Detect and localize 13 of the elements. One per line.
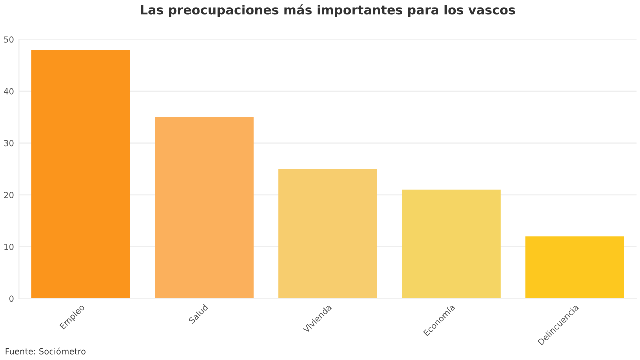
bar bbox=[278, 169, 378, 299]
bar bbox=[526, 236, 624, 299]
y-tick-label: 50 bbox=[4, 36, 14, 43]
y-tick-label: 0 bbox=[10, 296, 14, 302]
chart-title: Las preocupaciones más importantes para los vascos bbox=[141, 4, 516, 18]
y-tick-label: 20 bbox=[4, 192, 14, 198]
bar bbox=[32, 50, 130, 299]
bar bbox=[155, 117, 254, 299]
y-tick-label: 10 bbox=[4, 244, 14, 250]
y-tick-label: 30 bbox=[4, 140, 14, 147]
y-tick-label: 40 bbox=[4, 88, 14, 95]
bar bbox=[402, 190, 501, 299]
source-note: Fuente: Sociómetro bbox=[6, 348, 86, 355]
